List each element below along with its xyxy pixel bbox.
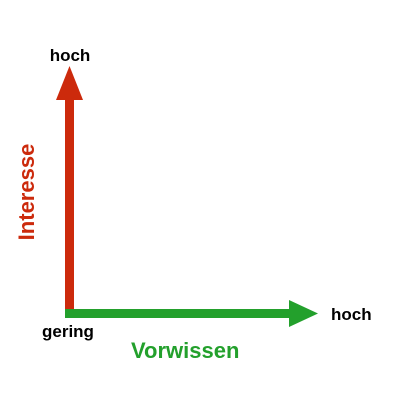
origin-label: gering [42, 322, 94, 341]
x-axis-arrow [65, 300, 318, 327]
x-axis-high-label: hoch [331, 305, 372, 324]
y-axis-arrow [56, 66, 83, 316]
y-axis-line [65, 92, 74, 316]
x-axis-line [65, 309, 297, 318]
y-axis-arrowhead [56, 66, 83, 100]
y-axis-high-label: hoch [49, 46, 91, 65]
x-axis-arrowhead [289, 300, 318, 327]
x-axis-title: Vorwissen [131, 338, 240, 363]
y-axis-title: Interesse [14, 143, 39, 241]
